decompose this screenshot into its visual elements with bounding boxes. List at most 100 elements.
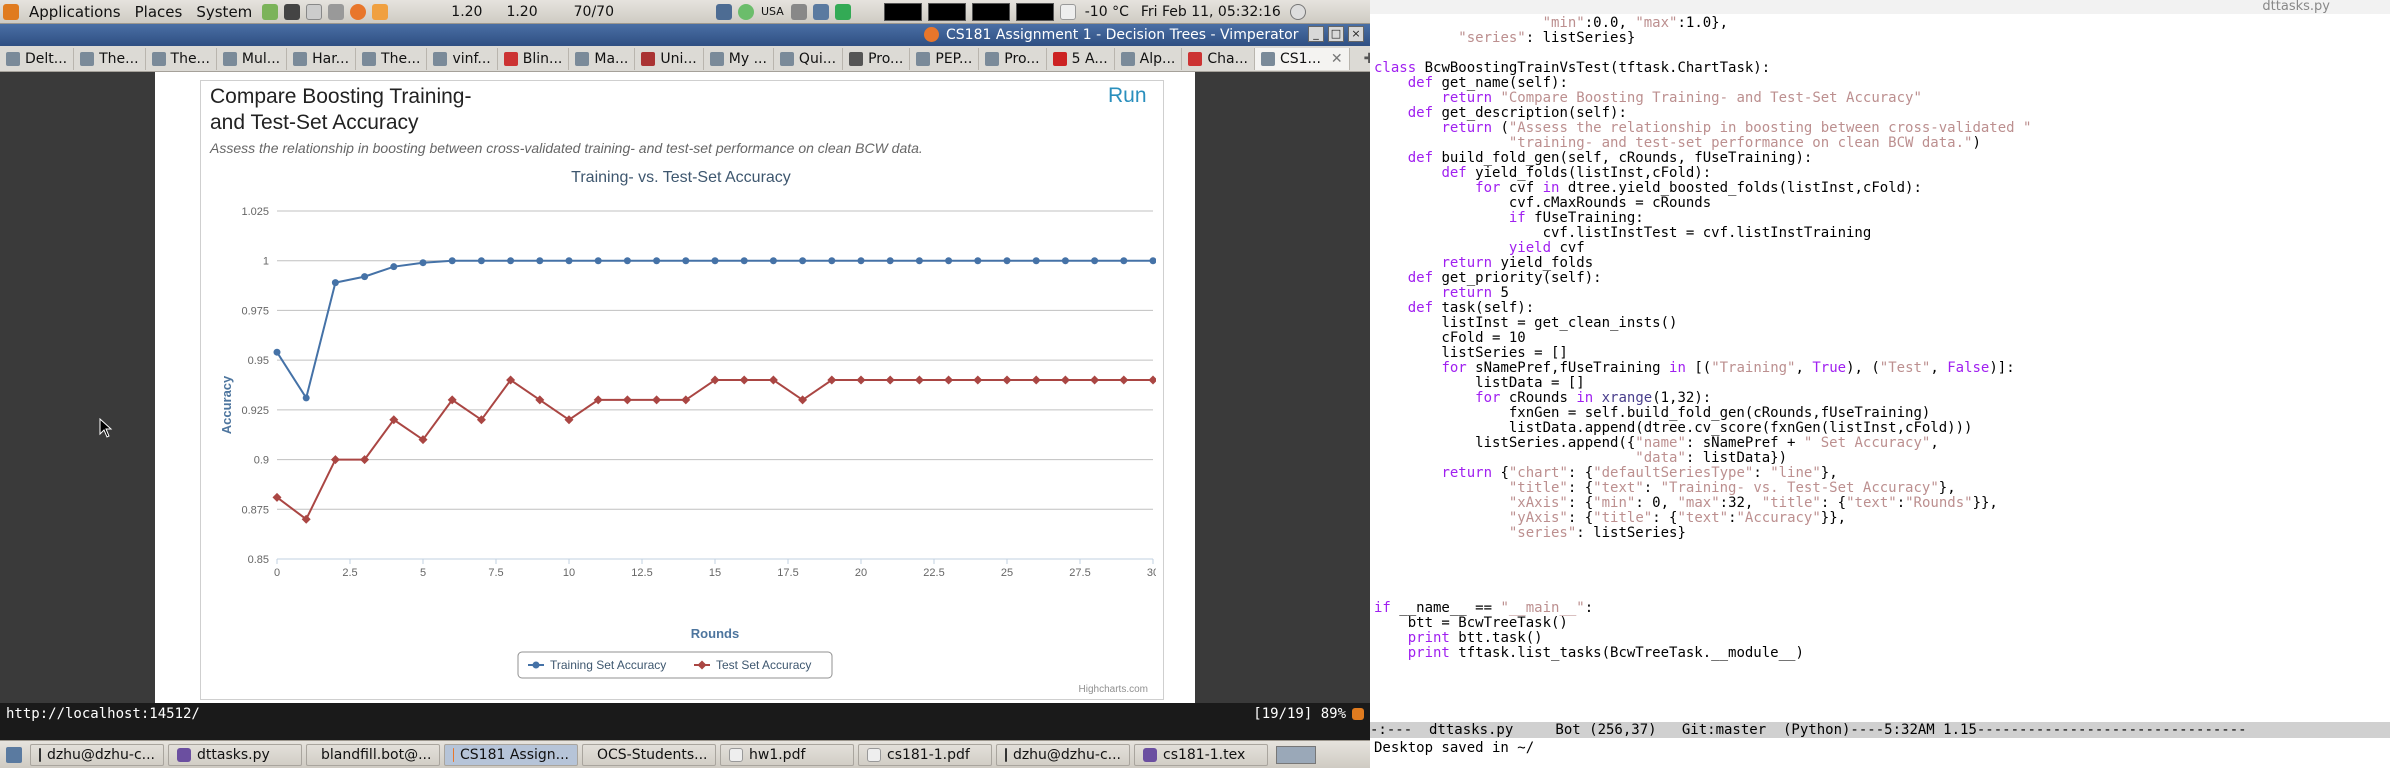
- taskbar-item[interactable]: dzhu@dzhu-c...: [996, 743, 1130, 766]
- tab-close-icon[interactable]: ✕: [1330, 50, 1343, 67]
- disk-monitor: [1015, 2, 1054, 21]
- tab-item[interactable]: Delt...: [0, 47, 75, 70]
- x-tick-label: 7.5: [488, 567, 503, 579]
- tab-item[interactable]: vinf...: [427, 47, 498, 70]
- code-line: return {"chart": {"defaultSeriesType": "…: [1441, 465, 1838, 481]
- legend-marker: [532, 661, 540, 669]
- code-line: [1374, 46, 2386, 61]
- minimize-icon[interactable]: _: [1308, 26, 1324, 42]
- chart-legend[interactable]: Training Set Accuracy Test Set Accuracy: [528, 658, 811, 672]
- y-tick-label: 0.925: [241, 405, 269, 417]
- tab-item[interactable]: Alp...: [1115, 47, 1183, 70]
- weather-reading[interactable]: -10 °C: [1084, 3, 1129, 20]
- emacs-minibuffer[interactable]: Desktop saved in ~/: [1374, 740, 1535, 756]
- favicon-icon: [503, 51, 518, 66]
- favicon-icon: [80, 51, 95, 66]
- terminal-launcher-icon[interactable]: [284, 3, 301, 20]
- data-point: [768, 375, 778, 385]
- battery-icon[interactable]: [834, 3, 851, 20]
- taskbar-item[interactable]: dttasks.py: [168, 743, 302, 766]
- chart-series: [272, 257, 1156, 524]
- legend-marker: [697, 660, 707, 670]
- task-card: [200, 80, 1164, 700]
- data-point: [390, 263, 398, 271]
- data-point: [1002, 375, 1012, 385]
- keyboard-layout[interactable]: USA: [760, 5, 784, 18]
- taskbar-item[interactable]: hw1.pdf: [720, 743, 854, 766]
- tab-item[interactable]: My ...: [704, 47, 774, 70]
- tab-item[interactable]: Uni...: [635, 47, 704, 70]
- favicon-icon: [1188, 51, 1203, 66]
- maximize-icon[interactable]: □: [1328, 26, 1344, 42]
- menu-applications[interactable]: Applications: [29, 2, 121, 21]
- tab-item[interactable]: The...: [146, 47, 217, 70]
- y-tick-label: 0.975: [241, 305, 269, 317]
- tab-item[interactable]: The...: [74, 47, 146, 70]
- data-point: [798, 395, 808, 405]
- mail-launcher-icon[interactable]: [372, 3, 389, 20]
- data-point: [272, 492, 282, 502]
- taskbar-item-active[interactable]: CS181 Assign...: [444, 743, 578, 766]
- tab-item[interactable]: Pro...: [843, 47, 911, 70]
- data-point: [301, 514, 311, 524]
- menu-places[interactable]: Places: [134, 2, 183, 21]
- bottom-taskbar: dzhu@dzhu-c... dttasks.py blandfill.bot@…: [0, 740, 1370, 768]
- tab-item[interactable]: Har...: [287, 47, 357, 70]
- close-icon[interactable]: ×: [1348, 26, 1364, 42]
- data-point: [711, 257, 719, 265]
- taskbar-item[interactable]: cs181-1.pdf: [858, 743, 992, 766]
- firefox-launcher-icon[interactable]: [350, 3, 367, 20]
- tab-item[interactable]: Mul...: [217, 47, 288, 70]
- taskbar-item[interactable]: blandfill.bot@...: [306, 743, 440, 766]
- tab-item[interactable]: Ma...: [569, 47, 636, 70]
- taskbar-item[interactable]: OCS-Students...: [582, 743, 716, 766]
- status-icon[interactable]: [737, 3, 754, 20]
- volume-icon[interactable]: [790, 3, 807, 20]
- taskbar-item[interactable]: cs181-1.tex: [1134, 743, 1268, 766]
- power-icon[interactable]: [1289, 3, 1306, 20]
- legend-label: Training Set Accuracy: [550, 658, 666, 672]
- new-tab-icon[interactable]: ✚: [1364, 51, 1370, 67]
- tab-item[interactable]: The...: [356, 47, 428, 70]
- taskbar-item[interactable]: dzhu@dzhu-c...: [30, 743, 164, 766]
- code-line: cvf.listInstTest = cvf.listInstTraining: [1374, 225, 1872, 241]
- x-tick-label: 27.5: [1069, 567, 1090, 579]
- code-line: "title": {"text": "Training- vs. Test-Se…: [1508, 480, 1956, 496]
- browser-titlebar[interactable]: CS181 Assignment 1 - Decision Trees - Vi…: [920, 24, 1370, 46]
- cpu-monitor: [883, 2, 922, 21]
- data-point: [915, 257, 923, 265]
- tab-item[interactable]: Pro...: [979, 47, 1047, 70]
- menu-system[interactable]: System: [196, 2, 253, 21]
- addon-icon[interactable]: [1352, 708, 1364, 720]
- network-icon[interactable]: [715, 3, 732, 20]
- tab-item[interactable]: Blin...: [498, 47, 570, 70]
- data-point: [1060, 375, 1070, 385]
- ubuntu-logo-icon[interactable]: [3, 3, 19, 20]
- code-buffer[interactable]: "min":0.0, "max":1.0}, "series": listSer…: [1374, 16, 2386, 661]
- code-line: def get_description(self):: [1407, 105, 1627, 121]
- run-link[interactable]: Run: [1108, 84, 1147, 107]
- tab-item[interactable]: Qui...: [774, 47, 844, 70]
- show-desktop-icon[interactable]: [6, 746, 22, 763]
- tab-item[interactable]: PEP...: [910, 47, 980, 70]
- tab-item[interactable]: Cha...: [1182, 47, 1255, 70]
- editor-launcher-icon[interactable]: [306, 3, 323, 20]
- launcher-icon[interactable]: [262, 3, 279, 20]
- clock[interactable]: Fri Feb 11, 05:32:16: [1140, 3, 1281, 20]
- y-tick-label: 0.95: [248, 355, 269, 367]
- terminal-icon: [39, 747, 41, 762]
- data-point: [1149, 257, 1156, 265]
- browser-statusbar: http://localhost:14512/ [19/19] 89%: [0, 703, 1370, 725]
- signal-icon[interactable]: [812, 3, 829, 20]
- emacs-titlebar[interactable]: dttasks.py: [1370, 0, 2390, 14]
- chart-credit[interactable]: Highcharts.com: [1079, 684, 1148, 695]
- tab-item-active[interactable]: CS1... ✕: [1254, 47, 1350, 70]
- tool-launcher-icon[interactable]: [328, 3, 345, 20]
- code-line: listData = []: [1374, 375, 1585, 391]
- code-line: [1374, 541, 2386, 556]
- workspace-switcher[interactable]: [1276, 745, 1316, 764]
- net-monitor: [971, 2, 1010, 21]
- code-line: def build_fold_gen(self, cRounds, fUseTr…: [1407, 150, 1813, 166]
- weather-icon: [1059, 3, 1076, 20]
- tab-item[interactable]: 5 A...: [1047, 47, 1115, 70]
